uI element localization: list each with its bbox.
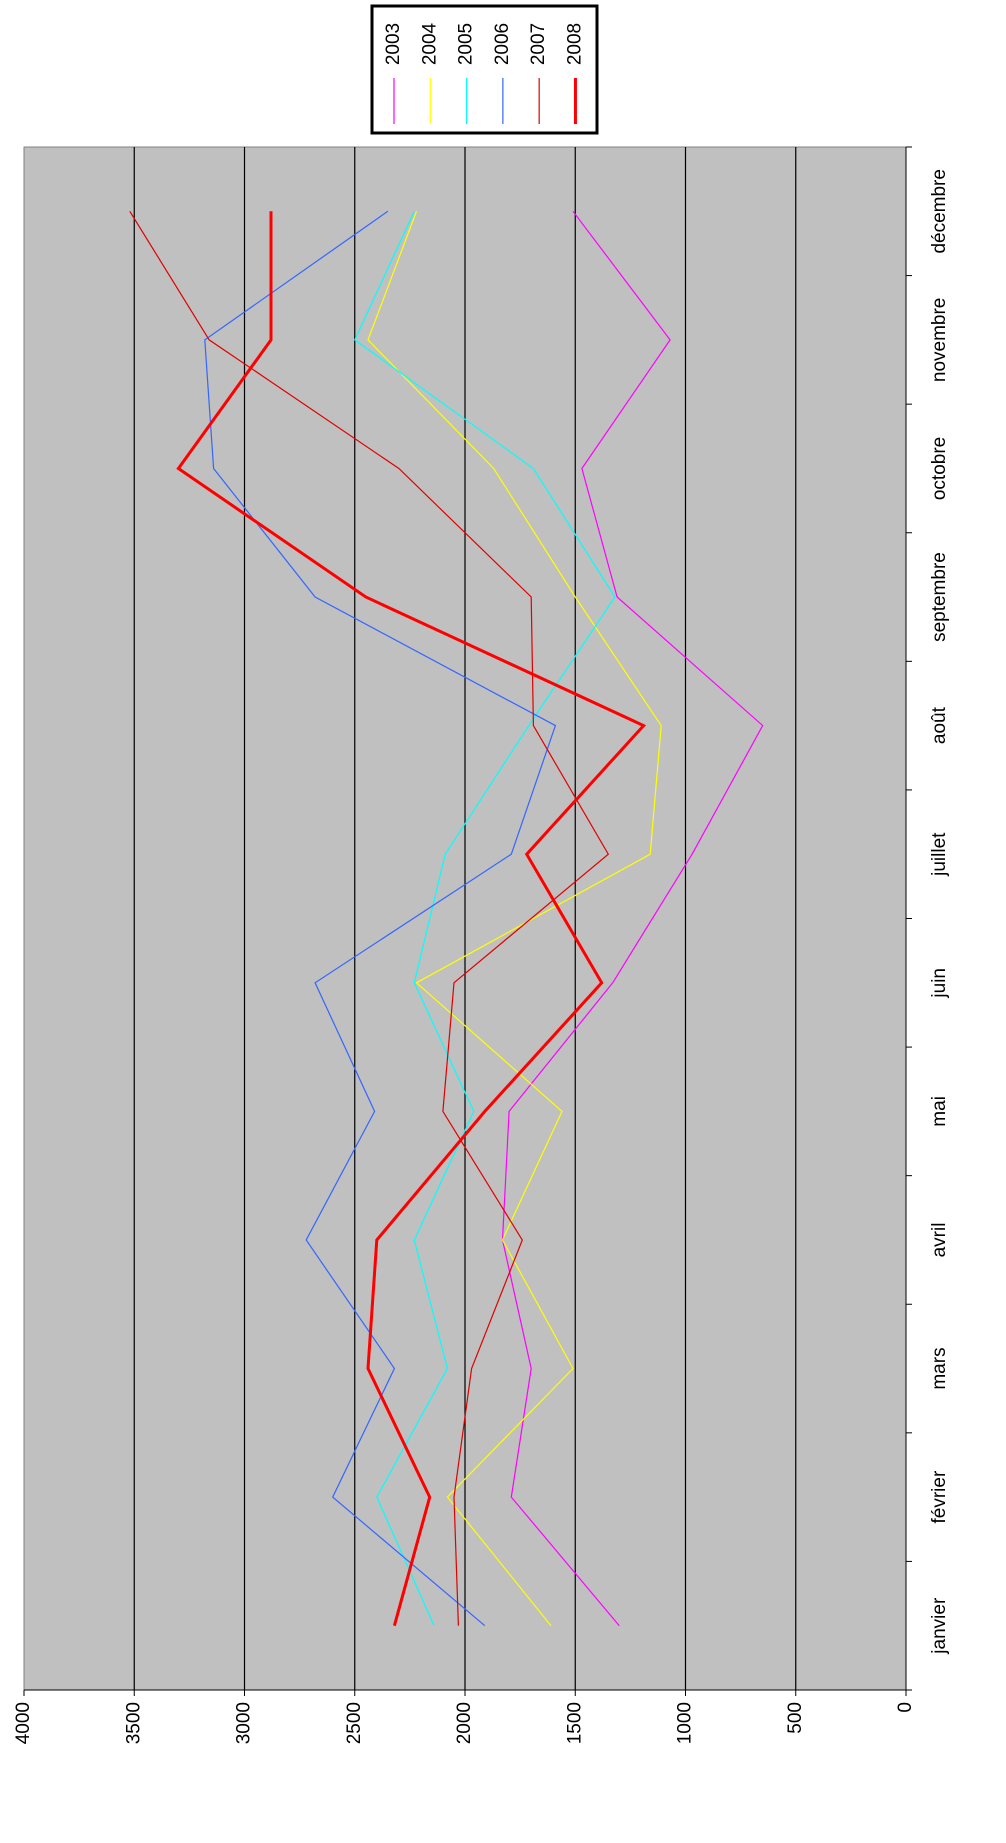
value-axis-label: 3000 [234,1702,255,1744]
value-axis-label: 2000 [454,1702,475,1744]
axis-ticks [23,146,912,1696]
legend-label-2007: 2007 [528,23,549,65]
category-label: avril [929,1223,950,1258]
legend-label-2006: 2006 [492,23,513,65]
category-label: juillet [929,832,950,877]
series-line-2004 [367,211,662,1627]
category-label: juin [929,968,950,999]
legend-label-2004: 2004 [419,22,440,65]
category-label: février [929,1470,950,1523]
value-axis-label: 500 [785,1702,806,1734]
category-label: mars [929,1347,950,1389]
category-label: août [929,706,950,744]
legend: 2003 2004 2005 2006 2007 2008 [370,4,599,135]
category-label: novembre [929,298,950,383]
value-axis-label: 1500 [564,1702,585,1744]
series-line-2003 [501,210,764,1627]
category-label: septembre [929,552,950,642]
category-label: décembre [929,169,950,254]
series-line-2005 [354,211,616,1626]
series-line-2008 [176,211,647,1627]
legend-label-2003: 2003 [383,23,404,65]
category-label: mai [929,1096,950,1127]
value-axis-label: 2500 [344,1702,365,1744]
value-axis-label: 3500 [123,1702,144,1744]
category-label: janvier [929,1597,950,1655]
legend-label-2005: 2005 [456,23,477,65]
series-line-2006 [204,210,557,1627]
legend-box [370,4,599,135]
value-axis-label: 0 [895,1702,916,1713]
value-axis-label: 4000 [13,1702,34,1744]
gridlines [133,147,797,1690]
category-axis-labels: janvier février mars avril mai juin juillet aoû… [929,169,950,1655]
value-axis-label: 1000 [675,1702,696,1744]
legend-label-2008: 2008 [564,23,585,65]
series-line-2007 [129,210,610,1626]
series-lines [129,210,764,1627]
category-label: octobre [929,437,950,500]
value-axis-labels: 0 500 1000 1500 2000 2500 3000 3500 4000 [13,1702,916,1744]
